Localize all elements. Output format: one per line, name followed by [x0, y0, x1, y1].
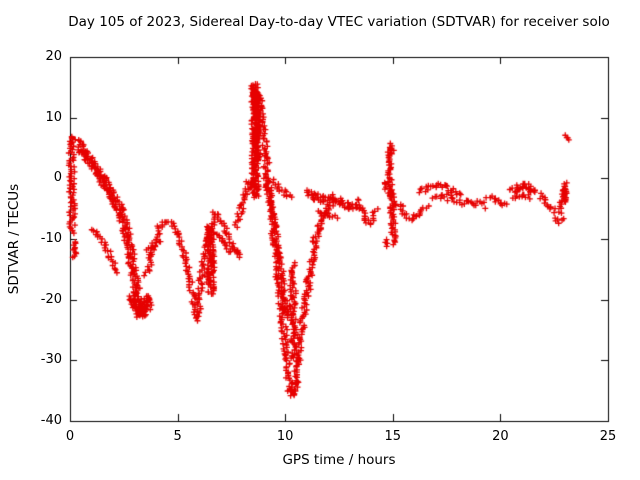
y-tick-label: -30 [40, 352, 62, 368]
x-tick-label: 15 [384, 429, 402, 444]
x-tick-label: 10 [276, 429, 294, 444]
x-axis-label: GPS time / hours [282, 452, 396, 468]
y-tick-label: 20 [45, 49, 62, 64]
y-tick-label: -10 [40, 231, 62, 246]
x-tick-label: 25 [599, 429, 617, 444]
y-tick-label: -20 [40, 291, 62, 307]
chart-title: Day 105 of 2023, Sidereal Day-to-day VTE… [68, 14, 610, 30]
y-tick-label: 0 [53, 170, 62, 186]
y-tick-label: 10 [45, 109, 62, 125]
x-tick-label: 5 [173, 429, 182, 444]
y-tick-label: -40 [40, 413, 62, 428]
x-tick-label: 0 [65, 429, 75, 444]
x-tick-label: 20 [492, 429, 509, 444]
